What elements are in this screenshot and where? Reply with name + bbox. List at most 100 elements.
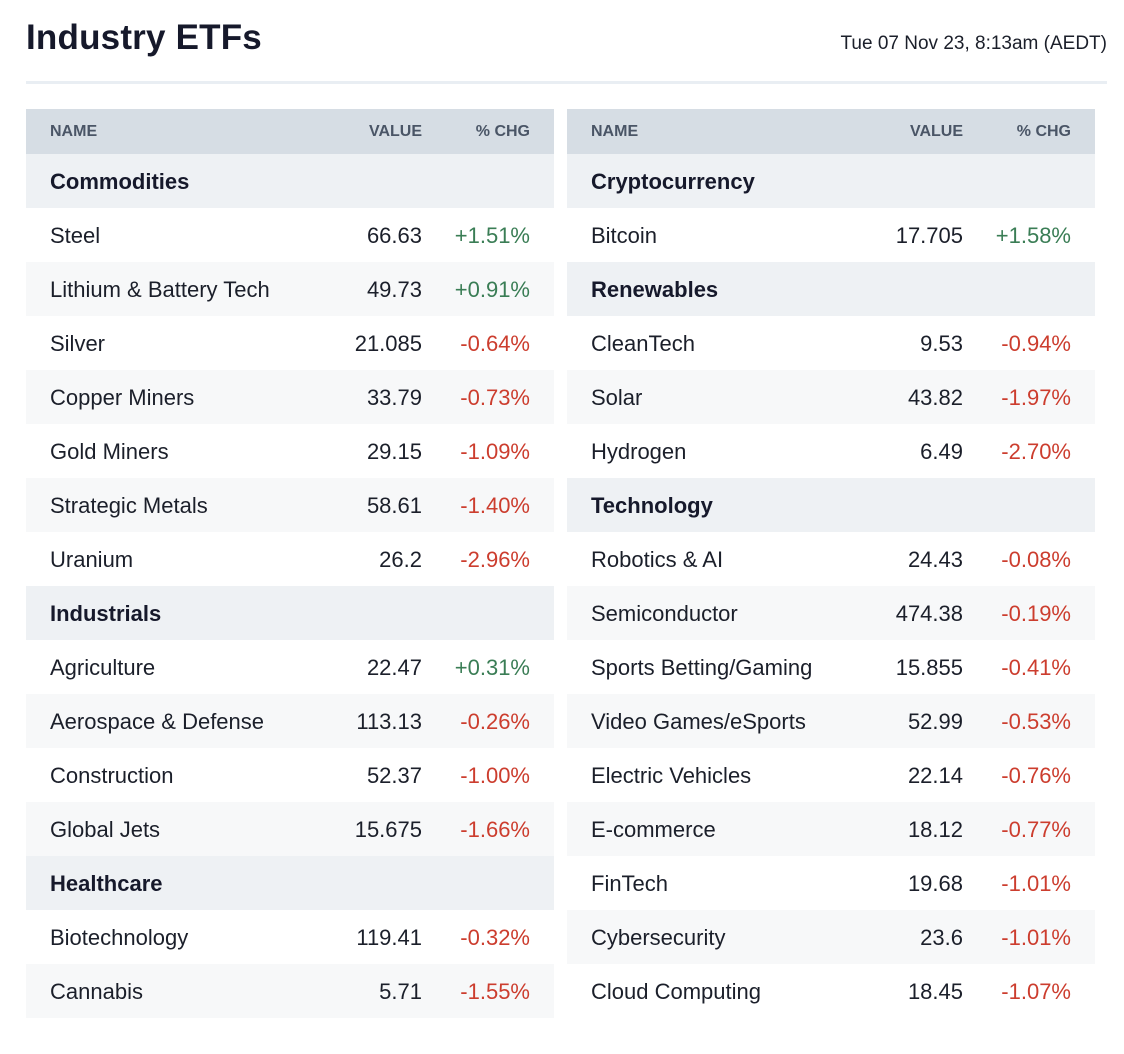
table-row[interactable]: Lithium & Battery Tech 49.73 +0.91%: [26, 262, 554, 316]
etf-percent-change: -0.53%: [1001, 709, 1071, 734]
etf-percent-change: -1.40%: [460, 493, 530, 518]
group-label: Healthcare: [50, 871, 163, 896]
table-row[interactable]: Steel 66.63 +1.51%: [26, 208, 554, 262]
etf-name[interactable]: Hydrogen: [591, 439, 687, 464]
table-row[interactable]: Sports Betting/Gaming 15.855 -0.41%: [567, 640, 1095, 694]
group-header-row: Commodities: [26, 154, 554, 208]
etf-percent-change: +1.51%: [454, 223, 530, 248]
etf-value: 26.2: [379, 547, 422, 572]
etf-percent-change: -1.09%: [460, 439, 530, 464]
etf-name[interactable]: Global Jets: [50, 817, 161, 842]
etf-value: 15.855: [895, 655, 963, 680]
table-row[interactable]: Biotechnology 119.41 -0.32%: [26, 910, 554, 964]
table-row[interactable]: Hydrogen 6.49 -2.70%: [567, 424, 1095, 478]
column-header-chg[interactable]: % CHG: [475, 123, 530, 140]
etf-name[interactable]: Copper Miners: [50, 385, 195, 410]
group-header-row: Healthcare: [26, 856, 554, 910]
etf-percent-change: -0.19%: [1001, 601, 1071, 626]
etf-name[interactable]: Video Games/eSports: [591, 709, 806, 734]
etf-name[interactable]: Silver: [50, 331, 106, 356]
group-label: Technology: [591, 493, 713, 518]
column-header-name[interactable]: NAME: [50, 123, 98, 140]
etf-name[interactable]: Steel: [50, 223, 101, 248]
etf-value: 21.085: [354, 331, 422, 356]
etf-value: 23.6: [920, 925, 963, 950]
group-header-row: Renewables: [567, 262, 1095, 316]
etf-name[interactable]: CleanTech: [591, 331, 695, 356]
etf-value: 22.47: [366, 655, 422, 680]
group-label: Industrials: [50, 601, 162, 626]
etf-name[interactable]: Solar: [591, 385, 643, 410]
timestamp: Tue 07 Nov 23, 8:13am (AEDT): [840, 33, 1107, 54]
etf-name[interactable]: Biotechnology: [50, 925, 189, 950]
column-header-chg[interactable]: % CHG: [1016, 123, 1071, 140]
table-row[interactable]: Cannabis 5.71 -1.55%: [26, 964, 554, 1018]
etf-percent-change: -0.76%: [1001, 763, 1071, 788]
column-header-value[interactable]: VALUE: [368, 123, 422, 140]
table-row[interactable]: Semiconductor 474.38 -0.19%: [567, 586, 1095, 640]
etf-percent-change: -0.64%: [460, 331, 530, 356]
table-row[interactable]: Video Games/eSports 52.99 -0.53%: [567, 694, 1095, 748]
etf-percent-change: -0.26%: [460, 709, 530, 734]
etf-name[interactable]: Electric Vehicles: [591, 763, 752, 788]
etf-percent-change: -0.32%: [460, 925, 530, 950]
table-row[interactable]: CleanTech 9.53 -0.94%: [567, 316, 1095, 370]
etf-name[interactable]: Aerospace & Defense: [50, 709, 265, 734]
etf-name[interactable]: Sports Betting/Gaming: [591, 655, 813, 680]
etf-value: 19.68: [907, 871, 963, 896]
etf-value: 474.38: [895, 601, 963, 626]
etf-percent-change: -1.97%: [1001, 385, 1071, 410]
etf-name[interactable]: Robotics & AI: [591, 547, 724, 572]
etf-table-left: NAME VALUE % CHG Commodities Steel 66.63 +1…: [26, 109, 554, 1018]
column-header-value[interactable]: VALUE: [909, 123, 963, 140]
etf-name[interactable]: Cybersecurity: [591, 925, 726, 950]
etf-name[interactable]: Bitcoin: [591, 223, 658, 248]
etf-value: 9.53: [920, 331, 963, 356]
etf-name[interactable]: Cannabis: [50, 979, 143, 1004]
table-row[interactable]: Aerospace & Defense 113.13 -0.26%: [26, 694, 554, 748]
etf-name[interactable]: Agriculture: [50, 655, 156, 680]
table-row[interactable]: Bitcoin 17.705 +1.58%: [567, 208, 1095, 262]
table-row[interactable]: E-commerce 18.12 -0.77%: [567, 802, 1095, 856]
table-row[interactable]: Electric Vehicles 22.14 -0.76%: [567, 748, 1095, 802]
etf-value: 18.12: [907, 817, 963, 842]
etf-name[interactable]: Strategic Metals: [50, 493, 208, 518]
etf-name[interactable]: Uranium: [50, 547, 134, 572]
table-row[interactable]: Copper Miners 33.79 -0.73%: [26, 370, 554, 424]
etf-percent-change: -0.77%: [1001, 817, 1071, 842]
page-title: Industry ETFs: [26, 18, 262, 57]
table-row[interactable]: Agriculture 22.47 +0.31%: [26, 640, 554, 694]
table-row[interactable]: Global Jets 15.675 -1.66%: [26, 802, 554, 856]
etf-percent-change: +1.58%: [995, 223, 1071, 248]
table-row[interactable]: FinTech 19.68 -1.01%: [567, 856, 1095, 910]
etf-value: 17.705: [895, 223, 963, 248]
table-row[interactable]: Strategic Metals 58.61 -1.40%: [26, 478, 554, 532]
table-row[interactable]: Gold Miners 29.15 -1.09%: [26, 424, 554, 478]
etf-value: 58.61: [366, 493, 422, 518]
etf-name[interactable]: Construction: [50, 763, 174, 788]
etf-name[interactable]: Cloud Computing: [591, 979, 761, 1004]
table-row[interactable]: Cybersecurity 23.6 -1.01%: [567, 910, 1095, 964]
etf-name[interactable]: FinTech: [591, 871, 669, 896]
table-row[interactable]: Cloud Computing 18.45 -1.07%: [567, 964, 1095, 1018]
group-label: Commodities: [50, 169, 190, 194]
etf-value: 6.49: [920, 439, 963, 464]
etf-value: 66.63: [366, 223, 422, 248]
table-row[interactable]: Solar 43.82 -1.97%: [567, 370, 1095, 424]
etf-name[interactable]: E-commerce: [591, 817, 716, 842]
table-row[interactable]: Construction 52.37 -1.00%: [26, 748, 554, 802]
table-row[interactable]: Robotics & AI 24.43 -0.08%: [567, 532, 1095, 586]
etf-name[interactable]: Lithium & Battery Tech: [50, 277, 270, 302]
etf-value: 33.79: [366, 385, 422, 410]
etf-percent-change: -1.01%: [1001, 871, 1071, 896]
etf-percent-change: -0.41%: [1001, 655, 1071, 680]
etf-value: 22.14: [907, 763, 963, 788]
etf-percent-change: -2.96%: [460, 547, 530, 572]
etf-name[interactable]: Gold Miners: [50, 439, 169, 464]
etf-name[interactable]: Semiconductor: [591, 601, 738, 626]
table-row[interactable]: Uranium 26.2 -2.96%: [26, 532, 554, 586]
etf-percent-change: -0.08%: [1001, 547, 1071, 572]
table-row[interactable]: Silver 21.085 -0.64%: [26, 316, 554, 370]
column-header-name[interactable]: NAME: [591, 123, 639, 140]
